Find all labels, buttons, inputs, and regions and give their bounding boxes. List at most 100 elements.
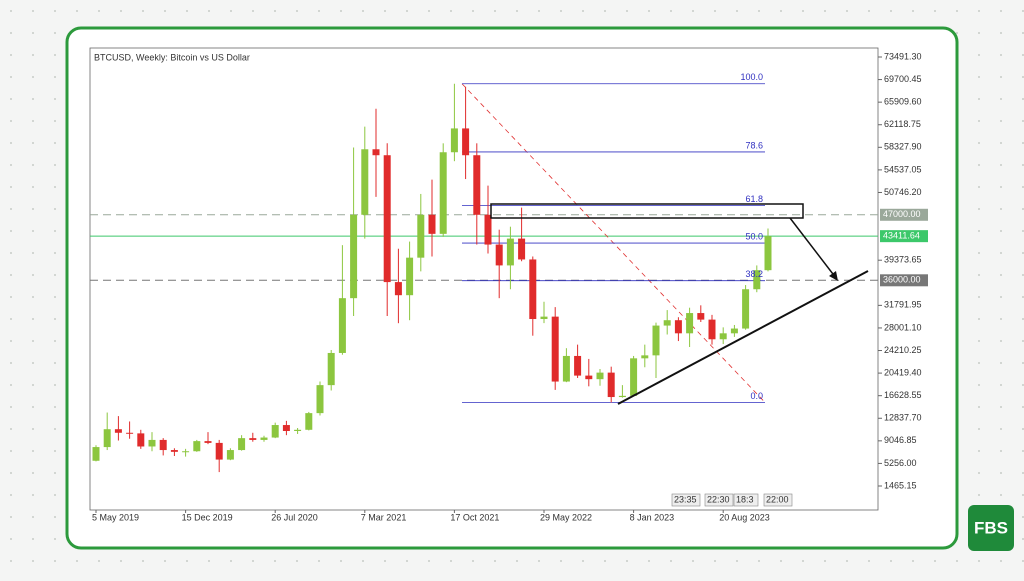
y-tick-label: 54537.05 — [884, 164, 922, 174]
candle-body — [394, 282, 402, 296]
candle-body — [551, 316, 559, 382]
x-tick-label: 15 Dec 2019 — [182, 512, 233, 522]
y-tick-label: 73491.30 — [884, 51, 922, 61]
candle-body — [484, 214, 492, 245]
candle-body — [518, 238, 526, 260]
y-tick-label: 12837.70 — [884, 413, 922, 423]
candle-body — [114, 429, 122, 433]
y-tick-label: 5256.00 — [884, 458, 917, 468]
candle-body — [652, 325, 660, 356]
candle-body — [697, 313, 705, 320]
candle-body — [103, 429, 111, 448]
candle-body — [540, 316, 548, 320]
candle-body — [462, 128, 470, 156]
candle-body — [215, 442, 223, 460]
card — [65, 26, 959, 550]
time-label: 18:3 — [736, 494, 754, 504]
candle-body — [383, 155, 391, 283]
candle-body — [618, 395, 626, 398]
fib-label: 78.6 — [745, 140, 763, 150]
candle-body — [361, 149, 369, 215]
candle-body — [271, 425, 279, 438]
x-tick-label: 8 Jan 2023 — [630, 512, 675, 522]
candle-body — [607, 372, 615, 398]
x-tick-label: 20 Aug 2023 — [719, 512, 770, 522]
candle-body — [350, 214, 358, 299]
candle-body — [193, 441, 201, 452]
fib-label: 50.0 — [745, 231, 763, 241]
x-tick-label: 17 Oct 2021 — [450, 512, 499, 522]
logo: FBS — [974, 518, 1008, 537]
y-tick-label: 31791.95 — [884, 300, 922, 310]
arrow-head — [829, 271, 838, 281]
candle-body — [204, 441, 212, 443]
y-tick-label: 24210.25 — [884, 345, 922, 355]
candle-body — [764, 236, 772, 271]
y-tick-label: 69700.45 — [884, 74, 922, 84]
candle-body — [663, 320, 671, 326]
candle-body — [439, 152, 447, 234]
zone-box — [490, 203, 804, 219]
candle-body — [327, 352, 335, 386]
candle-body — [585, 375, 593, 380]
candle-body — [372, 149, 380, 156]
candle-body — [708, 319, 716, 340]
candle-body — [596, 372, 604, 380]
candle-body — [730, 328, 738, 334]
y-tick-label: 28001.10 — [884, 322, 922, 332]
fib-label: 100.0 — [740, 72, 763, 82]
candle-body — [338, 298, 346, 353]
candle-body — [159, 439, 167, 451]
candle-body — [574, 355, 582, 376]
time-label: 23:35 — [674, 494, 697, 504]
fib-label: 0.0 — [750, 391, 763, 401]
plot-frame — [89, 47, 879, 511]
price-label: 47000.00 — [883, 209, 921, 219]
candle-body — [226, 450, 234, 460]
price-label: 36000.00 — [883, 275, 921, 285]
candle-body — [495, 244, 503, 266]
chart-title: BTCUSD, Weekly: Bitcoin vs US Dollar — [94, 52, 250, 62]
candle-body — [641, 355, 649, 359]
y-tick-label: 58327.90 — [884, 142, 922, 152]
arrow-shaft — [789, 217, 837, 279]
price-label: 43411.64 — [883, 231, 920, 241]
candle-body — [753, 270, 761, 290]
fib-label: 38.2 — [745, 269, 763, 279]
candle-body — [316, 385, 324, 414]
candle-body — [294, 429, 302, 431]
y-tick-label: 39373.65 — [884, 255, 922, 265]
candle-body — [686, 313, 694, 334]
candle-body — [406, 257, 414, 296]
candle-body — [450, 128, 458, 153]
y-tick-label: 16628.55 — [884, 390, 922, 400]
candle-body — [238, 438, 246, 451]
candle-body — [742, 289, 750, 329]
fib-label: 61.8 — [745, 194, 763, 204]
y-tick-label: 65909.60 — [884, 97, 922, 107]
candle-body — [260, 437, 268, 440]
time-box — [671, 493, 701, 507]
x-tick-label: 7 Mar 2021 — [361, 512, 407, 522]
candle-body — [170, 450, 178, 452]
candle-body — [529, 259, 537, 320]
candle-body — [249, 438, 257, 440]
y-tick-label: 50746.20 — [884, 187, 922, 197]
candle-body — [719, 333, 727, 340]
candle-body — [506, 238, 514, 266]
time-box — [763, 493, 793, 507]
candle-body — [282, 425, 290, 431]
time-box — [733, 493, 759, 507]
y-tick-label: 20419.40 — [884, 367, 922, 377]
candle-body — [126, 432, 134, 434]
y-tick-label: 9046.85 — [884, 435, 917, 445]
price-label-box — [880, 274, 928, 287]
price-label-box — [880, 208, 928, 221]
candle-body — [305, 413, 313, 430]
candle-body — [182, 451, 190, 453]
candle-body — [473, 155, 481, 215]
candle-body — [630, 358, 638, 396]
time-label: 22:00 — [766, 494, 789, 504]
